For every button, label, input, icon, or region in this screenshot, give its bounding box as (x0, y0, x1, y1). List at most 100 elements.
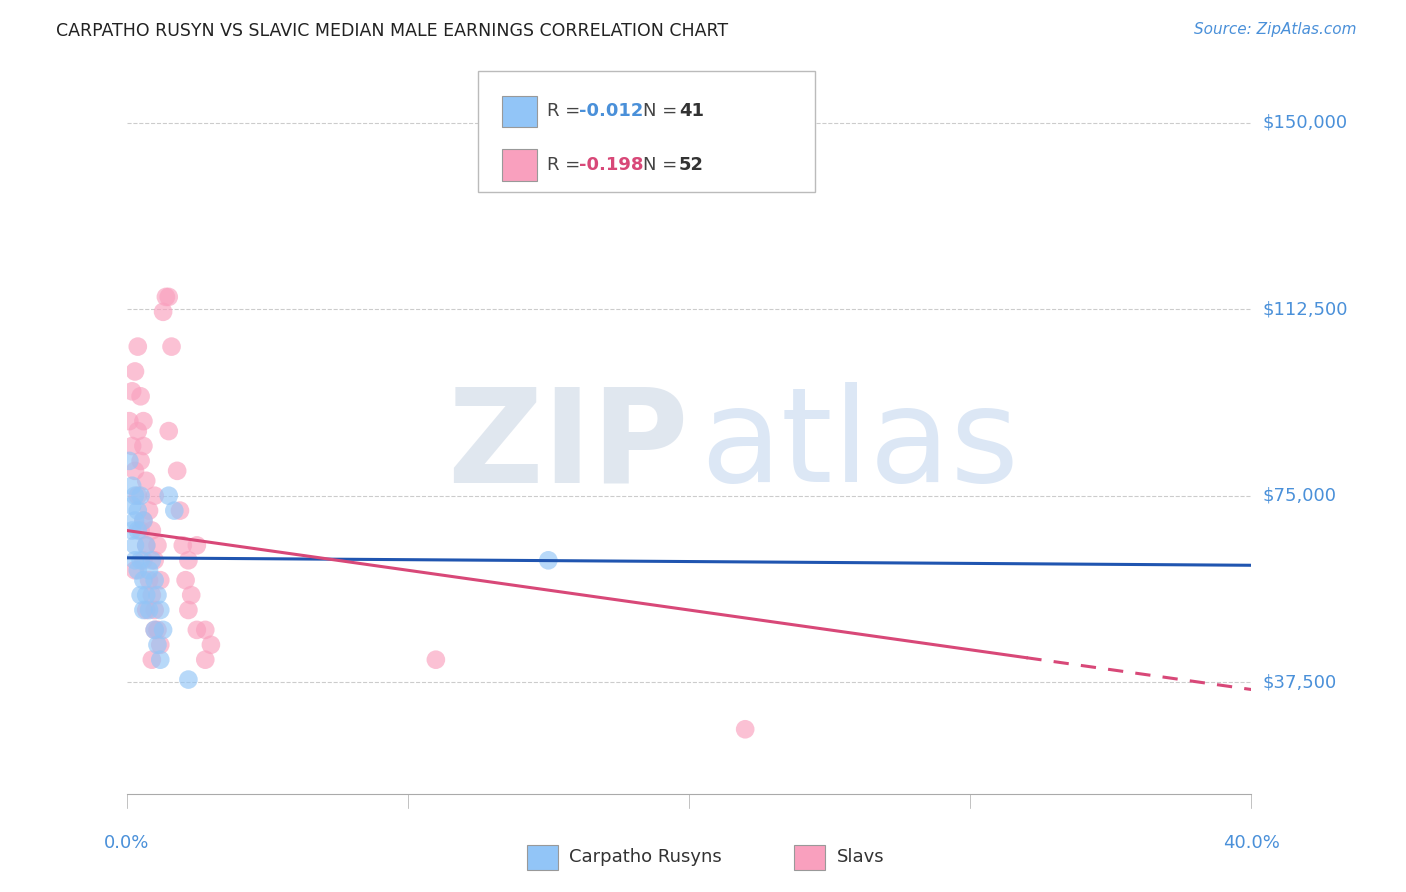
Point (177, 553, 200, 567)
Point (132, 603, 155, 617)
Point (127, 424, 149, 438)
Point (129, 553, 152, 567)
Text: -0.012: -0.012 (579, 103, 644, 120)
Point (127, 503, 149, 517)
Point (121, 439, 143, 453)
Point (177, 603, 200, 617)
Point (149, 638, 172, 652)
Point (135, 588, 157, 602)
Point (141, 653, 163, 667)
Point (734, 723, 756, 737)
Point (152, 623, 174, 637)
Text: N =: N = (643, 156, 682, 174)
Point (118, 414, 141, 428)
Point (141, 524, 163, 538)
Point (127, 563, 149, 577)
Point (124, 514, 146, 528)
Point (124, 489, 146, 503)
Point (135, 474, 157, 488)
Text: $112,500: $112,500 (1263, 301, 1348, 318)
Point (425, 653, 447, 667)
Text: Source: ZipAtlas.com: Source: ZipAtlas.com (1194, 22, 1357, 37)
Point (127, 524, 149, 538)
Text: $37,500: $37,500 (1263, 673, 1337, 691)
Point (157, 424, 180, 438)
Text: 0.0%: 0.0% (104, 834, 149, 852)
Point (186, 538, 208, 552)
Text: ZIP: ZIP (447, 383, 689, 509)
Text: -0.198: -0.198 (579, 156, 644, 174)
Text: atlas: atlas (700, 383, 1019, 509)
Point (138, 563, 160, 577)
Text: 52: 52 (679, 156, 704, 174)
Point (124, 563, 146, 577)
Point (149, 653, 172, 667)
Point (129, 588, 152, 602)
Point (124, 364, 146, 378)
Point (160, 340, 183, 354)
Point (129, 489, 152, 503)
Point (157, 290, 180, 304)
Point (138, 603, 160, 617)
Point (174, 573, 197, 587)
Point (146, 538, 169, 552)
Point (141, 588, 163, 602)
Point (132, 439, 155, 453)
Text: R =: R = (547, 103, 586, 120)
Point (155, 290, 177, 304)
Point (143, 573, 166, 587)
Text: 41: 41 (679, 103, 704, 120)
Text: Slavs: Slavs (837, 848, 884, 866)
Point (146, 638, 169, 652)
Point (149, 573, 172, 587)
Point (169, 503, 191, 517)
Point (143, 553, 166, 567)
Point (132, 414, 155, 428)
Point (152, 305, 174, 319)
Text: R =: R = (547, 156, 586, 174)
Point (135, 603, 157, 617)
Point (127, 340, 149, 354)
Text: N =: N = (643, 103, 682, 120)
Point (537, 553, 560, 567)
Point (172, 538, 194, 552)
Text: CARPATHO RUSYN VS SLAVIC MEDIAN MALE EARNINGS CORRELATION CHART: CARPATHO RUSYN VS SLAVIC MEDIAN MALE EAR… (56, 22, 728, 40)
Point (121, 524, 143, 538)
Point (149, 603, 172, 617)
Text: $150,000: $150,000 (1263, 114, 1348, 132)
Point (132, 514, 155, 528)
Text: $75,000: $75,000 (1263, 487, 1337, 505)
Point (132, 514, 155, 528)
Point (180, 588, 202, 602)
Point (143, 623, 166, 637)
Point (129, 454, 152, 468)
Point (163, 503, 186, 517)
Point (121, 384, 143, 399)
Point (124, 553, 146, 567)
Point (127, 489, 149, 503)
Point (141, 553, 163, 567)
Point (143, 623, 166, 637)
Point (200, 638, 222, 652)
Point (146, 623, 169, 637)
Point (124, 464, 146, 478)
Point (121, 499, 143, 513)
Text: 40.0%: 40.0% (1223, 834, 1279, 852)
Point (138, 503, 160, 517)
Point (194, 623, 217, 637)
Point (132, 553, 155, 567)
Point (124, 538, 146, 552)
Text: Carpatho Rusyns: Carpatho Rusyns (569, 848, 723, 866)
Point (132, 573, 155, 587)
Point (146, 588, 169, 602)
Point (186, 623, 208, 637)
Point (177, 673, 200, 687)
Point (194, 653, 217, 667)
Point (135, 538, 157, 552)
Point (129, 389, 152, 403)
Point (157, 489, 180, 503)
Point (121, 479, 143, 493)
Point (135, 538, 157, 552)
Point (129, 524, 152, 538)
Point (118, 454, 141, 468)
